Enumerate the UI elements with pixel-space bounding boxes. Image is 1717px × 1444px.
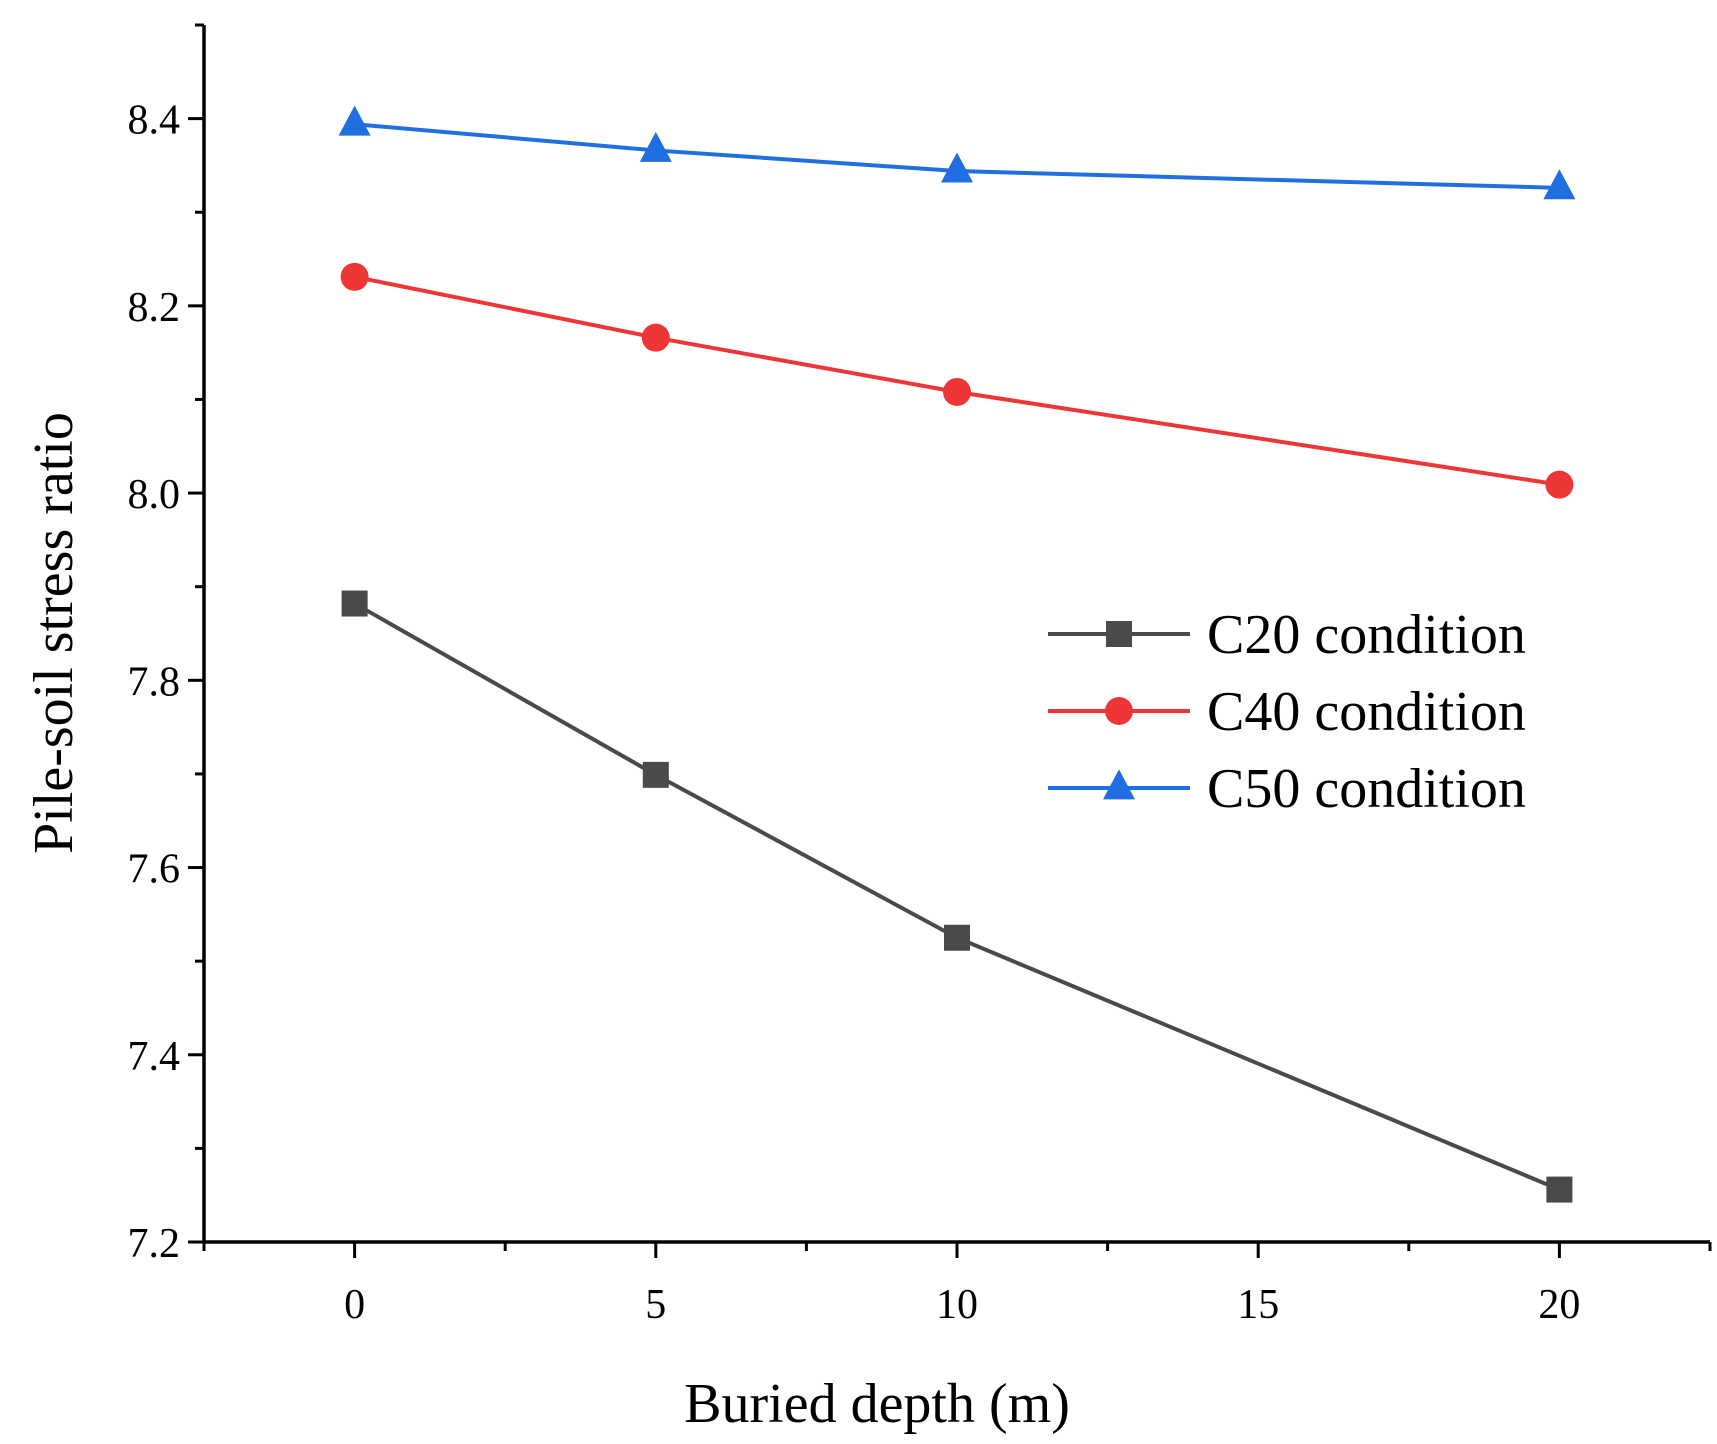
y-tick-label: 8.4 (128, 98, 181, 144)
y-tick-label: 8.2 (128, 285, 181, 331)
series-line-3 (354, 122, 1560, 190)
x-tick-label: 0 (344, 1282, 365, 1328)
legend-marker (1106, 621, 1132, 647)
y-tick-label: 7.4 (128, 1034, 181, 1080)
series-2-point (340, 262, 369, 291)
legend-marker (1105, 697, 1133, 725)
series-2-point (641, 323, 670, 352)
series-line-2 (354, 274, 1560, 487)
legend-marker (1103, 769, 1135, 800)
legend-label: C20 condition (1207, 604, 1526, 666)
series-line-1 (353, 601, 1561, 1192)
y-axis-title: Pile-soil stress ratio (23, 412, 85, 854)
axes-layer: 0 5 10 15 20 7.2 7.4 7.6 7.8 8.0 8.2 8.4 (128, 23, 1712, 1328)
x-tick-label: 5 (645, 1282, 666, 1328)
legend: C20 condition C40 condition C50 condition (1048, 604, 1526, 820)
y-tick-label: 7.8 (128, 659, 181, 705)
series-3-point (639, 131, 672, 162)
series-1-point (944, 924, 970, 951)
legend-label: C50 condition (1207, 758, 1526, 820)
y-tick-label: 7.6 (128, 847, 181, 893)
x-tick-label: 15 (1237, 1282, 1279, 1328)
x-axis-title: Buried depth (m) (684, 1373, 1070, 1435)
series-2-point (943, 377, 971, 406)
series-1-point (642, 761, 669, 788)
series-1-point (341, 590, 368, 617)
series-2-point (1545, 470, 1574, 499)
series-3-point (941, 152, 973, 183)
series-1-point (1546, 1176, 1573, 1203)
x-tick-label: 10 (936, 1282, 978, 1328)
series-3-point (1543, 169, 1576, 200)
legend-label: C40 condition (1207, 681, 1526, 743)
y-tick-label: 7.2 (128, 1221, 181, 1267)
series-3-point (338, 105, 371, 136)
y-tick-label: 8.0 (128, 472, 181, 518)
x-tick-label: 20 (1538, 1282, 1580, 1328)
series-layer (338, 105, 1576, 1203)
